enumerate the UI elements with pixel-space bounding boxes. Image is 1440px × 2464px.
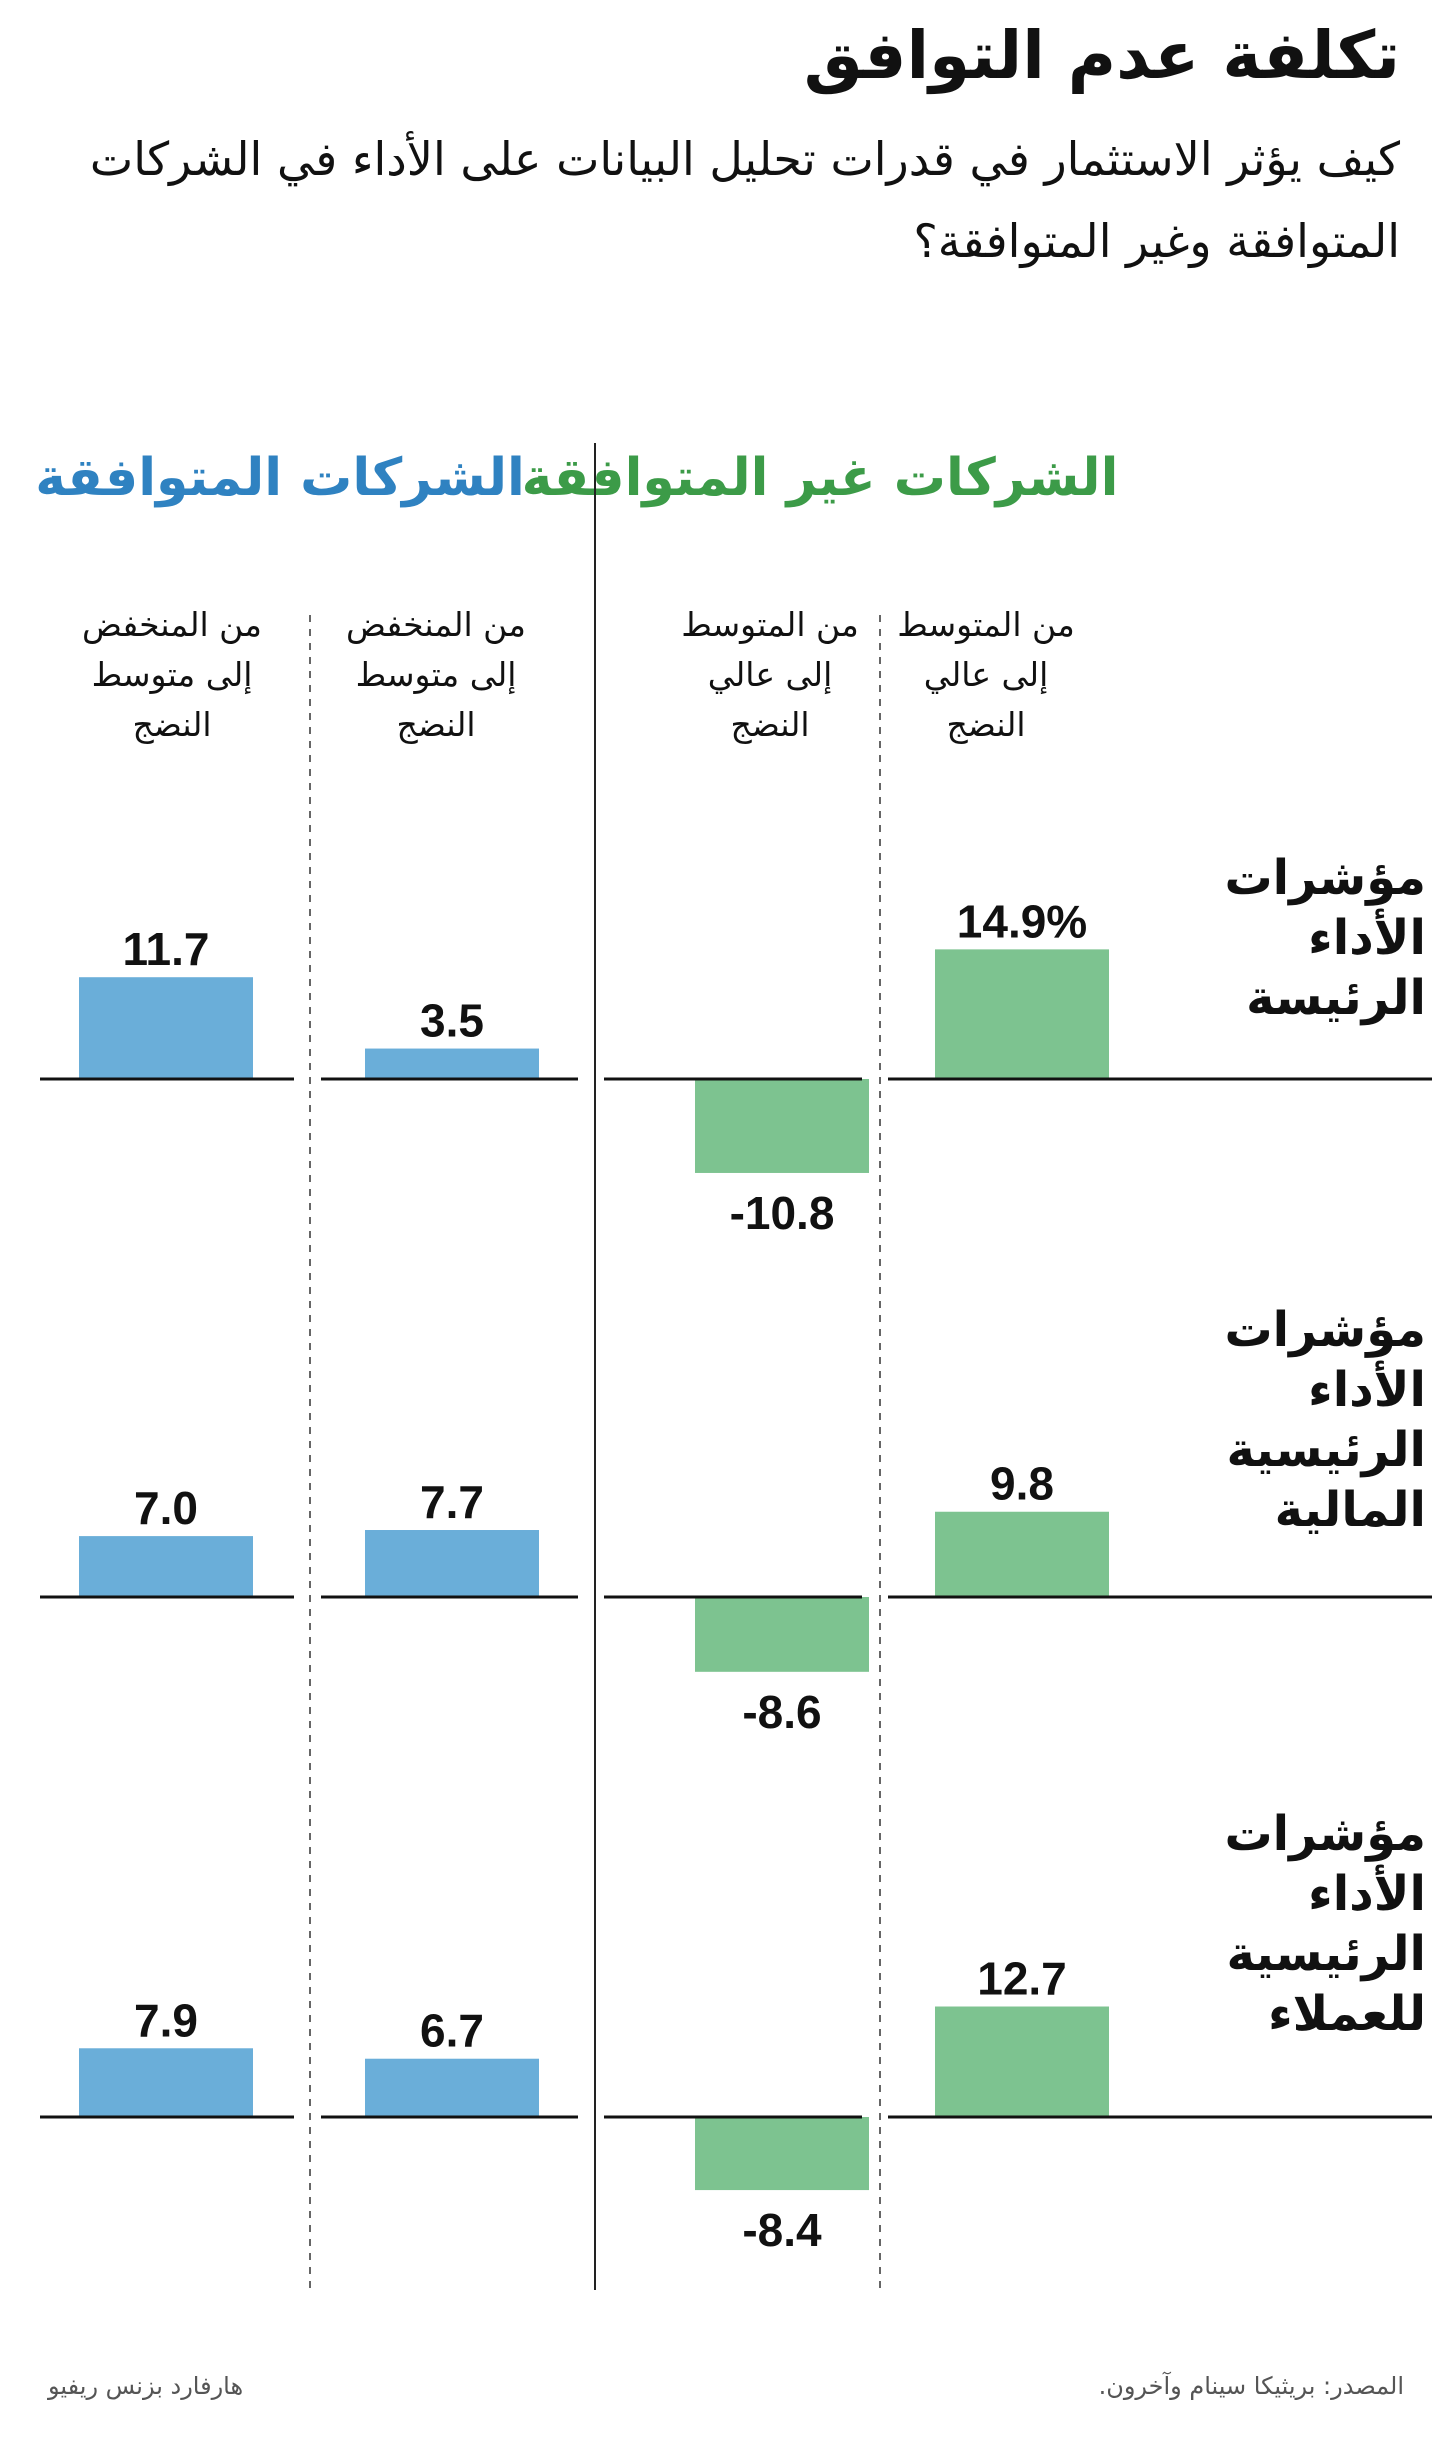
data-label-row3-col3: 6.7: [420, 2005, 484, 2057]
data-label-row2-col3: 7.7: [420, 1476, 484, 1528]
chart-plot-area: 14.9% -10.8 3.5 11.7 9.8 -8.6 7.7 7.0 12.7 -8.4 6.…: [40, 443, 1432, 2290]
group-header-misaligned: الشركات غير المتوافقة: [521, 448, 1119, 508]
column-header-4: من المنخفض إلى متوسط النضج: [82, 605, 262, 744]
data-label-row1-col3: 3.5: [420, 995, 484, 1047]
bar-row3-col4: [79, 2048, 253, 2117]
chart-title: تكلفة عدم التوافق: [803, 17, 1400, 94]
data-label-row2-col4: 7.0: [134, 1482, 198, 1534]
bar-row3-col1: [935, 2006, 1109, 2117]
row-label-kpi: مؤشرات الأداء الرئيسة: [1224, 850, 1426, 1026]
bar-row3-col2: [695, 2117, 869, 2191]
bar-row2-col2: [695, 1597, 869, 1672]
data-label-row3-col4: 7.9: [134, 1994, 198, 2046]
bar-row1-col3: [365, 1048, 539, 1079]
bar-row1-col2: [695, 1079, 869, 1173]
publisher-credit: هارفارد بزنس ريفيو: [48, 2372, 244, 2400]
bar-row1-col4: [79, 977, 253, 1079]
bar-row2-col4: [79, 1536, 253, 1597]
bar-row2-col1: [935, 1511, 1109, 1597]
data-label-row1-col1: 14.9%: [957, 895, 1087, 947]
source-note: المصدر: بريثيكا سينام وآخرون.: [1098, 2372, 1404, 2400]
data-label-row1-col2: -10.8: [730, 1187, 835, 1239]
column-header-3: من المنخفض إلى متوسط النضج: [346, 605, 526, 744]
chart-subtitle: كيف يؤثر الاستثمار في قدرات تحليل البيان…: [89, 132, 1400, 268]
bar-row3-col3: [365, 2058, 539, 2117]
data-label-row3-col2: -8.4: [742, 2204, 822, 2256]
data-label-row2-col1: 9.8: [990, 1458, 1054, 1510]
column-header-1: من المتوسط إلى عالي النضج: [897, 605, 1075, 744]
data-label-row2-col2: -8.6: [742, 1686, 821, 1738]
column-header-2: من المتوسط إلى عالي النضج: [681, 605, 859, 744]
bar-row2-col3: [365, 1530, 539, 1597]
data-label-row3-col1: 12.7: [977, 1953, 1067, 2005]
group-header-aligned: الشركات المتوافقة: [35, 448, 525, 508]
row-label-financial-kpi: مؤشرات الأداء الرئيسية المالية: [1224, 1302, 1426, 1538]
data-label-row1-col4: 11.7: [123, 923, 210, 975]
row-label-customer-kpi: مؤشرات الأداء الرئيسية للعملاء: [1224, 1806, 1426, 2042]
bar-row1-col1: [935, 949, 1109, 1079]
